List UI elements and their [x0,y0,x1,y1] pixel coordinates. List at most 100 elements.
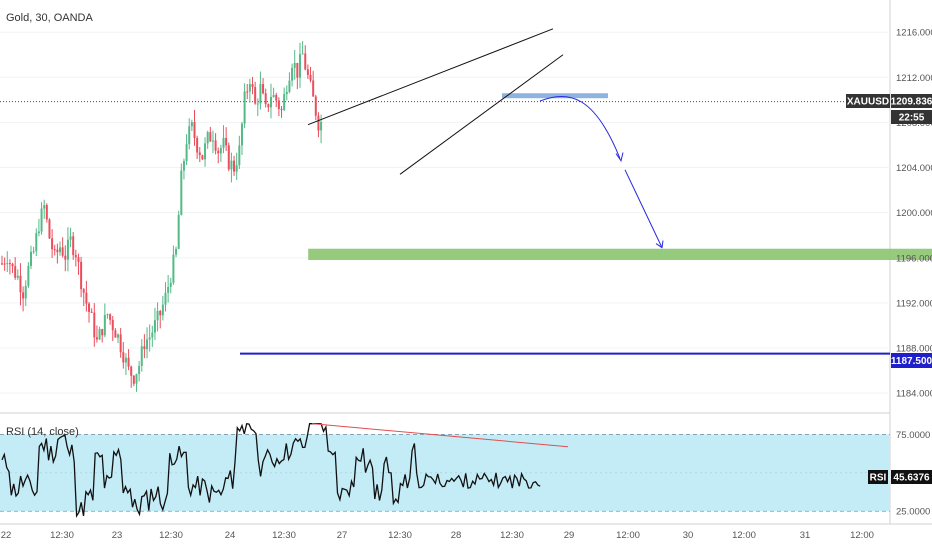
candle-body [306,69,309,75]
candle-body [151,332,154,338]
countdown-badge-text: 22:55 [899,113,925,124]
projection-path-1 [539,95,621,159]
price-tick-label: 1212.000 [896,73,932,84]
candle-body [256,103,259,105]
candle-body [262,84,265,94]
price-tick-label: 1192.000 [896,298,932,309]
candle-body [37,231,40,234]
candle-body [198,152,201,156]
candle-body [11,263,14,267]
candle-body [217,150,220,154]
candle-body [74,255,77,258]
candle-body [283,94,286,110]
candle-body [27,265,30,286]
rsi-divergence-line [311,423,569,448]
candle-body [280,108,283,110]
time-tick-label: 12:30 [159,530,183,541]
candle-body [124,357,127,363]
time-tick-label: 31 [800,530,811,541]
projection-arrowhead-1 [615,152,624,162]
price-axis: 1216.0001212.0001208.0001204.0001200.000… [896,28,932,400]
projection-arrowhead-2 [655,240,664,249]
candle-body [103,314,106,336]
symbol-badge-text: XAUUSD [847,97,889,108]
candle-body [243,91,246,124]
rsi-tick-label: 25.0000 [896,507,930,518]
rsi-line-layer [1,422,569,519]
candle-body [48,219,51,239]
candle-body [225,137,228,146]
candle-body [182,161,185,171]
time-tick-label: 12:30 [272,530,296,541]
candle-body [122,352,125,363]
time-tick-label: 12:00 [616,530,640,541]
candle-body [106,314,109,316]
candles-layer [1,41,323,392]
candle-body [156,310,159,321]
candle-body [172,254,175,283]
candle-body [93,312,96,338]
candle-body [35,233,38,252]
candle-body [140,346,143,366]
candle-body [3,263,6,265]
candle-body [312,80,315,97]
candle-body [61,247,64,256]
time-tick-label: 27 [337,530,348,541]
rsi-badge-name: RSI [870,473,887,484]
candle-body [40,208,43,232]
candle-body [296,62,299,78]
candle-body [267,104,270,108]
candle-body [64,255,67,260]
candle-body [201,155,204,160]
time-tick-label: 12:30 [388,530,412,541]
candle-body [90,311,93,313]
candle-body [227,145,230,170]
price-tick-label: 1204.000 [896,163,932,174]
candle-body [164,292,167,305]
candle-body [24,285,27,299]
candle-body [153,320,156,333]
candle-body [272,94,275,97]
annotations-layer [240,28,890,355]
candle-body [264,93,267,105]
candle-body [188,126,191,145]
candle-body [238,145,241,166]
candle-body [291,67,294,81]
price-panel-bg [0,0,890,412]
candle-body [109,314,112,320]
candle-body [69,236,72,240]
candle-body [275,94,278,101]
candle-body [159,310,162,316]
price-tick-label: 1184.000 [896,389,932,400]
candle-body [161,304,164,316]
candle-body [219,147,222,154]
candle-body [77,257,80,262]
candle-body [209,132,212,142]
candle-body [56,249,59,253]
price-badge-text: 1209.836 [891,97,932,108]
candle-body [6,263,9,265]
candle-body [288,80,291,92]
candle-body [22,292,25,299]
support-zone [308,248,932,261]
candle-body [117,334,120,338]
rsi-band [0,434,890,512]
resistance-zone [502,93,608,99]
candle-body [285,91,288,95]
candle-body [59,247,62,253]
candle-body [320,121,323,131]
candle-body [180,170,183,215]
candle-body [169,282,172,287]
candle-body [309,74,312,81]
candle-body [196,138,199,153]
level-badge: 1187.500 [891,353,932,368]
candle-body [14,266,17,278]
candle-body [251,84,254,88]
time-tick-label: 12:30 [500,530,524,541]
candle-body [72,236,75,256]
candle-body [259,84,262,104]
candle-body [8,263,11,265]
candle-body [293,62,296,68]
candle-body [53,249,56,251]
level-badge-text: 1187.500 [891,356,932,367]
